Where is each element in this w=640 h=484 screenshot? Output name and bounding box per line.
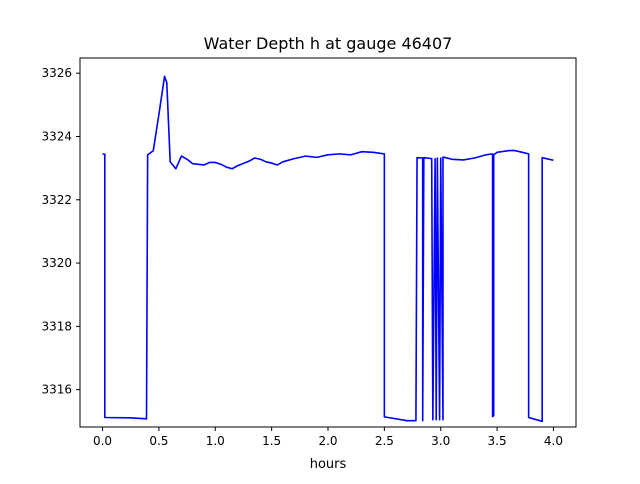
x-tick-label: 4.0 xyxy=(544,434,563,448)
y-axis-ticks: 3316 3318 3320 3322 3324 3326 xyxy=(41,66,80,397)
y-tick-label: 3318 xyxy=(41,319,72,333)
chart-title: Water Depth h at gauge 46407 xyxy=(204,34,453,53)
axes-frame xyxy=(79,57,577,428)
x-tick-label: 2.0 xyxy=(318,434,337,448)
plot-area xyxy=(102,75,554,423)
y-tick-label: 3324 xyxy=(41,129,72,143)
x-tick-label: 2.5 xyxy=(375,434,394,448)
x-tick-label: 3.0 xyxy=(431,434,450,448)
x-tick-label: 1.5 xyxy=(262,434,281,448)
y-tick-label: 3326 xyxy=(41,66,72,80)
x-tick-label: 0.5 xyxy=(149,434,168,448)
series-line-0 xyxy=(102,75,554,423)
x-tick-label: 3.5 xyxy=(488,434,507,448)
y-tick-label: 3316 xyxy=(41,383,72,397)
y-tick-label: 3322 xyxy=(41,193,72,207)
x-tick-label: 1.0 xyxy=(206,434,225,448)
x-axis-ticks: 0.0 0.5 1.0 1.5 2.0 2.5 3.0 3.5 4.0 xyxy=(93,427,563,448)
x-axis-label: hours xyxy=(310,457,347,472)
y-tick-label: 3320 xyxy=(41,256,72,270)
x-tick-label: 0.0 xyxy=(93,434,112,448)
